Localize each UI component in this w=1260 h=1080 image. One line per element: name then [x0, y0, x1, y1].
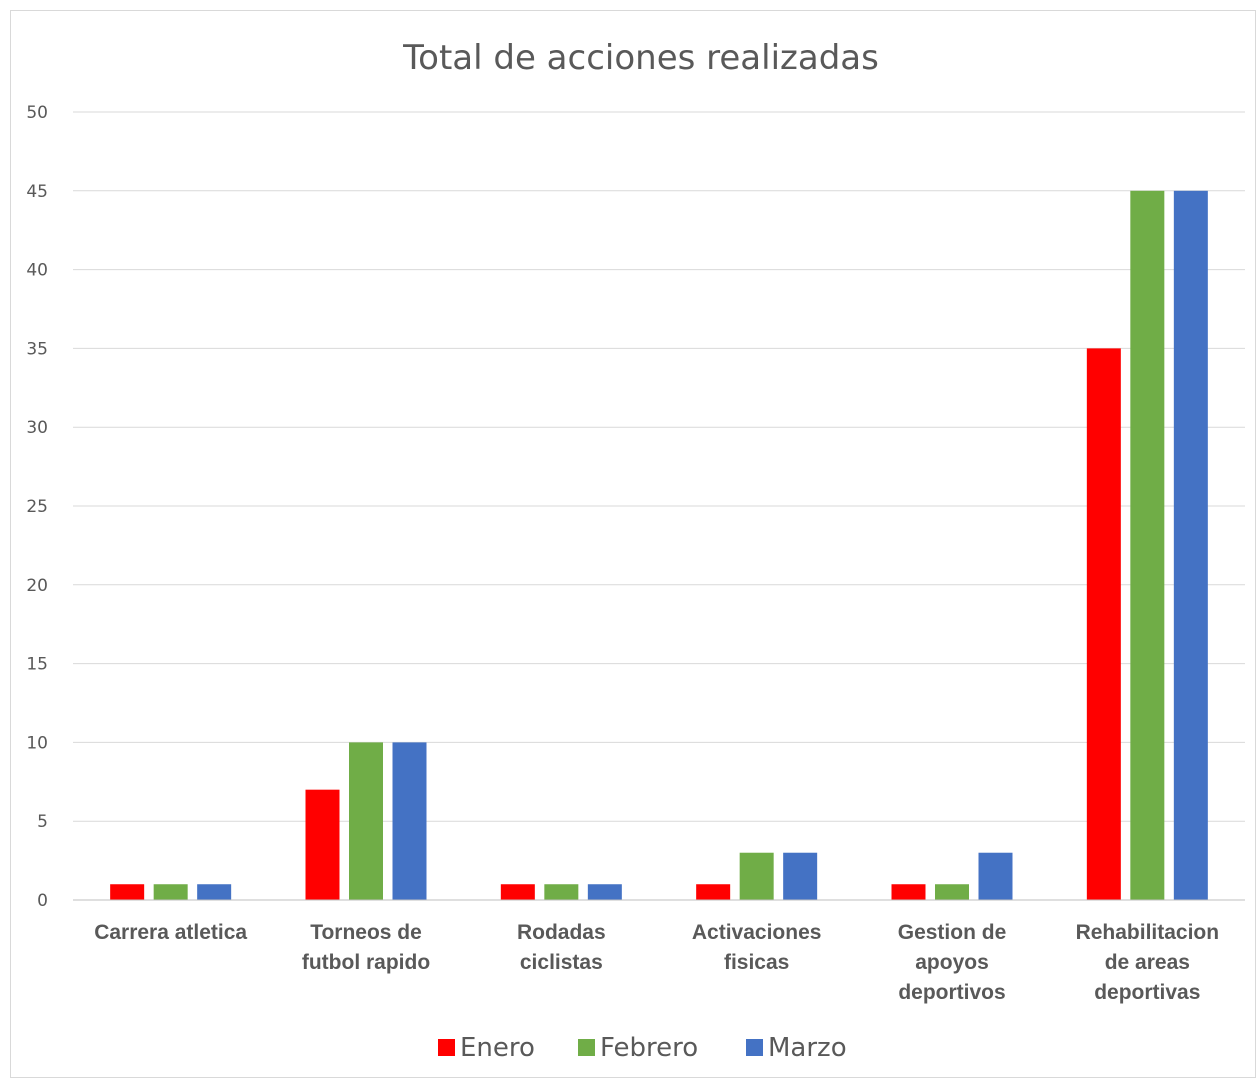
legend-item-febrero: Febrero [578, 1033, 698, 1063]
y-tick-label: 20 [26, 576, 48, 596]
y-tick-label: 35 [26, 339, 48, 359]
bar-febrero-2 [544, 884, 579, 900]
bar-marzo-3 [783, 852, 818, 900]
category-label: deportivas [1094, 981, 1200, 1004]
y-tick-label: 15 [26, 655, 48, 675]
category-label: fisicas [724, 951, 789, 974]
legend-label: Marzo [768, 1033, 847, 1063]
category-label: Activaciones [692, 921, 822, 944]
legend-label: Febrero [600, 1033, 698, 1063]
chart-title: Total de acciones realizadas [402, 38, 879, 78]
category-labels: Carrera atletica Torneos de futbol rapido R… [94, 921, 1219, 1004]
bar-enero-0 [110, 884, 145, 900]
bars [110, 190, 1208, 901]
category-label: apoyos [915, 951, 989, 974]
y-tick-label: 25 [26, 497, 48, 517]
bar-marzo-1 [392, 742, 427, 900]
legend-item-marzo: Marzo [746, 1033, 847, 1063]
category-label: Rehabilitacion [1076, 921, 1220, 944]
gridlines [73, 111, 1245, 822]
category-label: de areas [1105, 951, 1190, 974]
bar-enero-2 [500, 884, 535, 900]
legend: Enero Febrero Marzo [438, 1033, 847, 1063]
category-label: ciclistas [520, 951, 603, 974]
y-tick-label: 50 [26, 103, 48, 123]
legend-swatch [746, 1039, 763, 1056]
y-tick-label: 30 [26, 418, 48, 438]
category-label: Torneos de [310, 921, 422, 944]
legend-label: Enero [460, 1033, 535, 1063]
bar-febrero-5 [1130, 190, 1165, 901]
bar-febrero-4 [935, 884, 969, 900]
y-tick-label: 10 [26, 733, 48, 753]
y-tick-label: 45 [26, 182, 48, 202]
legend-item-enero: Enero [438, 1033, 535, 1063]
category-label: Gestion de [898, 921, 1007, 944]
category-label: Rodadas [517, 921, 606, 944]
category-label: futbol rapido [302, 951, 430, 974]
y-tick-label: 40 [26, 261, 48, 281]
y-tick-label: 0 [37, 891, 48, 911]
category-label: deportivos [898, 981, 1005, 1004]
category-label: Carrera atletica [94, 921, 247, 944]
legend-swatch [438, 1039, 455, 1056]
bar-marzo-4 [978, 852, 1013, 900]
bar-marzo-5 [1173, 190, 1208, 901]
bar-enero-5 [1086, 348, 1121, 900]
bar-febrero-1 [349, 742, 383, 900]
bar-enero-1 [305, 789, 340, 900]
bar-febrero-0 [153, 884, 188, 900]
bar-febrero-3 [739, 852, 774, 900]
y-tick-label: 5 [37, 812, 48, 832]
bar-enero-3 [696, 884, 731, 900]
bar-marzo-0 [197, 884, 232, 900]
y-axis-ticks: 0 5 10 15 20 25 30 35 40 45 50 [26, 103, 48, 911]
bar-marzo-2 [587, 884, 622, 900]
legend-swatch [578, 1039, 595, 1056]
bar-enero-4 [891, 884, 926, 900]
